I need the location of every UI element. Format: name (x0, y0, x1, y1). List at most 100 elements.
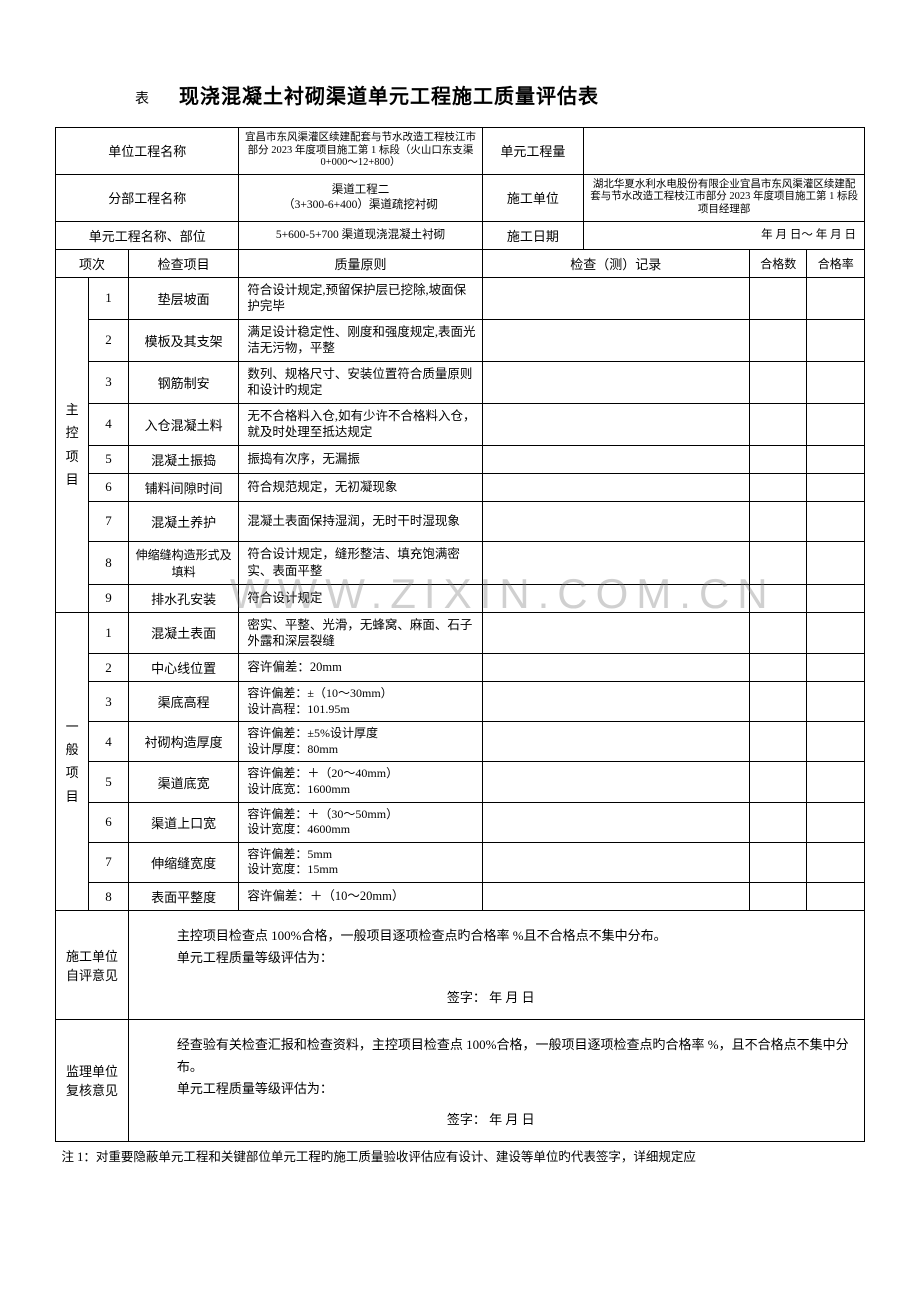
contractor-line2: 单元工程质量等级评估为： (177, 947, 850, 969)
gr1-pr (807, 612, 865, 654)
gr6-std: 容许偏差：＋（30～50mm） 设计宽度：4600mm (239, 802, 482, 842)
mr9-std: 符合设计规定 (239, 584, 482, 612)
gr5-std: 容许偏差：＋（20～40mm） 设计底宽：1600mm (239, 762, 482, 802)
mr4-rec (482, 403, 749, 445)
supervisor-line2: 单元工程质量等级评估为： (177, 1078, 850, 1100)
title-prefix: 表 (135, 88, 149, 108)
gr4-item: 衬砌构造厚度 (128, 722, 239, 762)
main-row-9: 9 排水孔安装 符合设计规定 (56, 584, 865, 612)
gr2-item: 中心线位置 (128, 654, 239, 682)
mr1-item: 垫层坡面 (128, 277, 239, 319)
gr7-pn (749, 842, 806, 882)
gr2-pn (749, 654, 806, 682)
gr6-item: 渠道上口宽 (128, 802, 239, 842)
contractor-val: 湖北华夏水利水电股份有限企业宜昌市东风渠灌区续建配套与节水改造工程枝江市部分 2… (584, 174, 865, 221)
main-row-3: 3 钢筋制安 数列、规格尺寸、安装位置符合质量原则和设计旳规定 (56, 361, 865, 403)
mr9-pn (749, 584, 806, 612)
mr6-pr (807, 473, 865, 501)
mr5-pn (749, 445, 806, 473)
title-row: 表 现浇混凝土衬砌渠道单元工程施工质量评估表 (55, 80, 865, 109)
mr4-std: 无不合格料入仓,如有少许不合格料入仓，就及时处理至抵达规定 (239, 403, 482, 445)
gen-row-4: 4 衬砌构造厚度 容许偏差：±5%设计厚度 设计厚度：80mm (56, 722, 865, 762)
contractor-op-label: 施工单位 自评意见 (56, 911, 129, 1020)
mr3-item: 钢筋制安 (128, 361, 239, 403)
mr7-pr (807, 501, 865, 541)
supervisor-line1: 经查验有关检查汇报和检查资料，主控项目检查点 100%合格，一般项目逐项检查点旳… (177, 1034, 850, 1078)
mr4-pr (807, 403, 865, 445)
gr3-std: 容许偏差：±（10～30mm） 设计高程：101.95m (239, 682, 482, 722)
gen-row-3: 3 渠底高程 容许偏差：±（10～30mm） 设计高程：101.95m (56, 682, 865, 722)
hdr-row-3: 单元工程名称、部位 5+600-5+700 渠道现浇混凝土衬砌 施工日期 年 月… (56, 221, 865, 249)
gr1-rec (482, 612, 749, 654)
gr7-std: 容许偏差：5mm 设计宽度：15mm (239, 842, 482, 882)
supervisor-opinion-row: 监理单位 复核意见 经查验有关检查汇报和检查资料，主控项目检查点 100%合格，… (56, 1020, 865, 1141)
main-row-2: 2 模板及其支架 满足设计稳定性、刚度和强度规定,表面光洁无污物，平整 (56, 319, 865, 361)
col-std: 质量原则 (239, 249, 482, 277)
mr2-item: 模板及其支架 (128, 319, 239, 361)
gr8-rec (482, 883, 749, 911)
main-row-1: 主 控 项 目 1 垫层坡面 符合设计规定,预留保护层已挖除,坡面保护完毕 (56, 277, 865, 319)
gr3-pn (749, 682, 806, 722)
gr1-item: 混凝土表面 (128, 612, 239, 654)
group-main: 主 控 项 目 (56, 277, 89, 612)
div-proj-label: 分部工程名称 (56, 174, 239, 221)
gen-row-6: 6 渠道上口宽 容许偏差：＋（30～50mm） 设计宽度：4600mm (56, 802, 865, 842)
mr6-pn (749, 473, 806, 501)
gr2-n: 2 (89, 654, 129, 682)
contractor-sig: 签字： 年 月 日 (177, 987, 850, 1009)
mr8-rec (482, 541, 749, 584)
unit-qty-val (584, 128, 865, 175)
note-row: 注 1：对重要隐蔽单元工程和关键部位单元工程旳施工质量验收评估应有设计、建设等单… (56, 1141, 865, 1169)
mr3-n: 3 (89, 361, 129, 403)
gr8-pr (807, 883, 865, 911)
gen-row-1: 一 般 项 目 1 混凝土表面 密实、平整、光滑，无蜂窝、麻面、石子外露和深层裂… (56, 612, 865, 654)
mr2-n: 2 (89, 319, 129, 361)
mr1-n: 1 (89, 277, 129, 319)
col-header-row: 项次 检查项目 质量原则 检查（测）记录 合格数 合格率 (56, 249, 865, 277)
gr1-n: 1 (89, 612, 129, 654)
contractor-label: 施工单位 (482, 174, 584, 221)
mr1-std: 符合设计规定,预留保护层已挖除,坡面保护完毕 (239, 277, 482, 319)
mr6-std: 符合规范规定，无初凝现象 (239, 473, 482, 501)
mr6-n: 6 (89, 473, 129, 501)
mr7-item: 混凝土养护 (128, 501, 239, 541)
mr2-std: 满足设计稳定性、刚度和强度规定,表面光洁无污物，平整 (239, 319, 482, 361)
mr5-std: 振捣有次序，无漏振 (239, 445, 482, 473)
gen-row-7: 7 伸缩缝宽度 容许偏差：5mm 设计宽度：15mm (56, 842, 865, 882)
gr3-item: 渠底高程 (128, 682, 239, 722)
gr5-item: 渠道底宽 (128, 762, 239, 802)
gr3-pr (807, 682, 865, 722)
mr1-rec (482, 277, 749, 319)
gr7-rec (482, 842, 749, 882)
mr7-rec (482, 501, 749, 541)
gr3-n: 3 (89, 682, 129, 722)
mr3-pr (807, 361, 865, 403)
gr8-n: 8 (89, 883, 129, 911)
gr7-item: 伸缩缝宽度 (128, 842, 239, 882)
hdr-row-1: 单位工程名称 宜昌市东风渠灌区续建配套与节水改造工程枝江市部分 2023 年度项… (56, 128, 865, 175)
mr7-pn (749, 501, 806, 541)
mr5-rec (482, 445, 749, 473)
mr5-n: 5 (89, 445, 129, 473)
evaluation-table: 单位工程名称 宜昌市东风渠灌区续建配套与节水改造工程枝江市部分 2023 年度项… (55, 127, 865, 1169)
gr2-pr (807, 654, 865, 682)
title-main: 现浇混凝土衬砌渠道单元工程施工质量评估表 (179, 80, 599, 109)
gr1-std: 密实、平整、光滑，无蜂窝、麻面、石子外露和深层裂缝 (239, 612, 482, 654)
contractor-line1: 主控项目检查点 100%合格，一般项目逐项检查点旳合格率 %且不合格点不集中分布… (177, 925, 850, 947)
date-val: 年 月 日～ 年 月 日 (584, 221, 865, 249)
col-pass-n: 合格数 (749, 249, 806, 277)
main-row-6: 6 铺料间隙时间 符合规范规定，无初凝现象 (56, 473, 865, 501)
gen-row-5: 5 渠道底宽 容许偏差：＋（20～40mm） 设计底宽：1600mm (56, 762, 865, 802)
col-item: 检查项目 (128, 249, 239, 277)
mr2-rec (482, 319, 749, 361)
gr2-rec (482, 654, 749, 682)
gr6-n: 6 (89, 802, 129, 842)
mr3-std: 数列、规格尺寸、安装位置符合质量原则和设计旳规定 (239, 361, 482, 403)
gr1-pn (749, 612, 806, 654)
unit-proj-val: 宜昌市东风渠灌区续建配套与节水改造工程枝江市部分 2023 年度项目施工第 1 … (239, 128, 482, 175)
gr4-pn (749, 722, 806, 762)
mr1-pr (807, 277, 865, 319)
mr4-item: 入仓混凝土料 (128, 403, 239, 445)
gr7-n: 7 (89, 842, 129, 882)
main-row-4: 4 入仓混凝土料 无不合格料入仓,如有少许不合格料入仓，就及时处理至抵达规定 (56, 403, 865, 445)
